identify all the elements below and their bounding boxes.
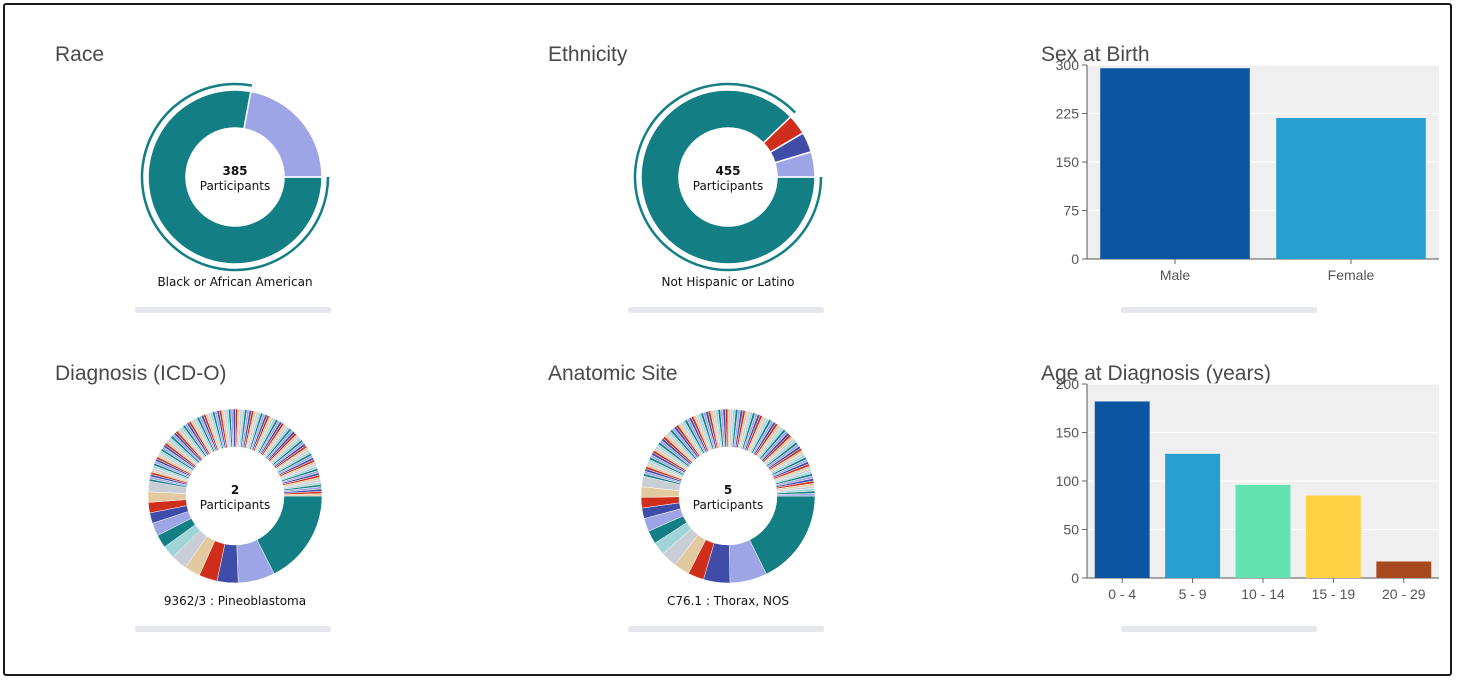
anatomic-slice-112[interactable] <box>776 493 816 497</box>
age-y-tick-label: 200 <box>1056 376 1080 392</box>
age-x-tick-label: 5 - 9 <box>1179 586 1207 602</box>
race-center-count: 385 <box>222 164 247 178</box>
sex-y-tick-label: 300 <box>1056 57 1080 73</box>
ethnicity-title: Ethnicity <box>548 43 628 66</box>
sex-y-tick-label: 225 <box>1056 106 1080 122</box>
sex-y-tick-label: 0 <box>1071 251 1079 267</box>
age-x-tick-label: 0 - 4 <box>1108 586 1136 602</box>
dashboard-frame: Race 385 Participants Black or African A… <box>3 3 1452 676</box>
sex-x-tick-label: Male <box>1160 267 1191 283</box>
diagnosis-widget: Diagnosis (ICD-O) 2 Participants 9362/3 … <box>55 362 475 662</box>
race-scrollbar[interactable] <box>135 307 331 313</box>
age-x-tick-label: 10 - 14 <box>1241 586 1285 602</box>
sex-bar-chart[interactable]: 0 75 150 225 300 Male Female <box>1041 57 1451 299</box>
diagnosis-donut-chart[interactable]: 2 Participants <box>135 396 335 596</box>
anatomic-selected-label: C76.1 : Thorax, NOS <box>666 594 790 608</box>
anatomic-scrollbar[interactable] <box>628 626 824 632</box>
ethnicity-widget: Ethnicity 455 Participants Not Hispanic … <box>548 43 968 343</box>
ethnicity-selected-outline <box>633 82 823 272</box>
age-widget: Age at Diagnosis (years) 0 50 100 150 200 0 -… <box>1041 362 1457 662</box>
age-y-tick-label: 100 <box>1056 473 1080 489</box>
age-x-tick-label: 20 - 29 <box>1382 586 1426 602</box>
sex-title: Sex at Birth <box>1041 43 1150 66</box>
age-y-tick-label: 0 <box>1071 570 1079 586</box>
diagnosis-center-count: 2 <box>231 483 239 497</box>
age-scrollbar[interactable] <box>1121 626 1317 632</box>
sex-y-tick-label: 150 <box>1056 154 1080 170</box>
ethnicity-selected-label: Not Hispanic or Latino <box>661 275 795 289</box>
age-bar-1[interactable] <box>1165 453 1221 578</box>
ethnicity-scrollbar[interactable] <box>628 307 824 313</box>
diagnosis-slice-122[interactable] <box>283 493 323 497</box>
ethnicity-donut-chart[interactable]: 455 Participants <box>628 77 828 277</box>
sex-bar-1[interactable] <box>1276 118 1426 259</box>
race-selected-label: Black or African American <box>157 275 313 289</box>
sex-bar-0[interactable] <box>1100 68 1250 259</box>
ethnicity-slice-0[interactable] <box>640 89 816 265</box>
race-donut-chart[interactable]: 385 Participants <box>135 77 335 277</box>
diagnosis-center-label: Participants <box>200 498 271 512</box>
diagnosis-scrollbar[interactable] <box>135 626 331 632</box>
ethnicity-center-count: 455 <box>715 164 740 178</box>
age-bar-4[interactable] <box>1376 561 1432 578</box>
age-bar-chart[interactable]: 0 50 100 150 200 0 - 4 5 - 9 10 - 14 15 - 19 20 -… <box>1041 376 1451 618</box>
race-slice-1[interactable] <box>243 90 323 178</box>
age-bar-0[interactable] <box>1094 401 1150 578</box>
age-x-tick-label: 15 - 19 <box>1312 586 1356 602</box>
age-y-tick-label: 150 <box>1056 425 1080 441</box>
race-selected-outline <box>140 82 330 272</box>
sex-widget: Sex at Birth 0 75 150 225 300 Male Female <box>1041 43 1457 343</box>
anatomic-donut-chart[interactable]: 5 Participants <box>628 396 828 596</box>
age-bar-2[interactable] <box>1235 484 1291 578</box>
anatomic-widget: Anatomic Site 5 Participants C76.1 : Tho… <box>548 362 968 662</box>
sex-x-tick-label: Female <box>1328 267 1375 283</box>
age-y-tick-label: 50 <box>1063 522 1079 538</box>
sex-scrollbar[interactable] <box>1121 307 1317 313</box>
anatomic-center-label: Participants <box>693 498 764 512</box>
age-title: Age at Diagnosis (years) <box>1041 362 1271 385</box>
ethnicity-slice-3[interactable] <box>773 150 816 178</box>
race-center-label: Participants <box>200 179 271 193</box>
sex-y-tick-label: 75 <box>1063 203 1079 219</box>
race-title: Race <box>55 43 105 66</box>
anatomic-title: Anatomic Site <box>548 362 678 385</box>
diagnosis-title: Diagnosis (ICD-O) <box>55 362 227 385</box>
age-bar-3[interactable] <box>1305 495 1361 578</box>
race-slice-0[interactable] <box>147 89 323 265</box>
race-widget: Race 385 Participants Black or African A… <box>55 43 475 343</box>
diagnosis-selected-label: 9362/3 : Pineoblastoma <box>163 594 307 608</box>
anatomic-center-count: 5 <box>724 483 732 497</box>
ethnicity-center-label: Participants <box>693 179 764 193</box>
